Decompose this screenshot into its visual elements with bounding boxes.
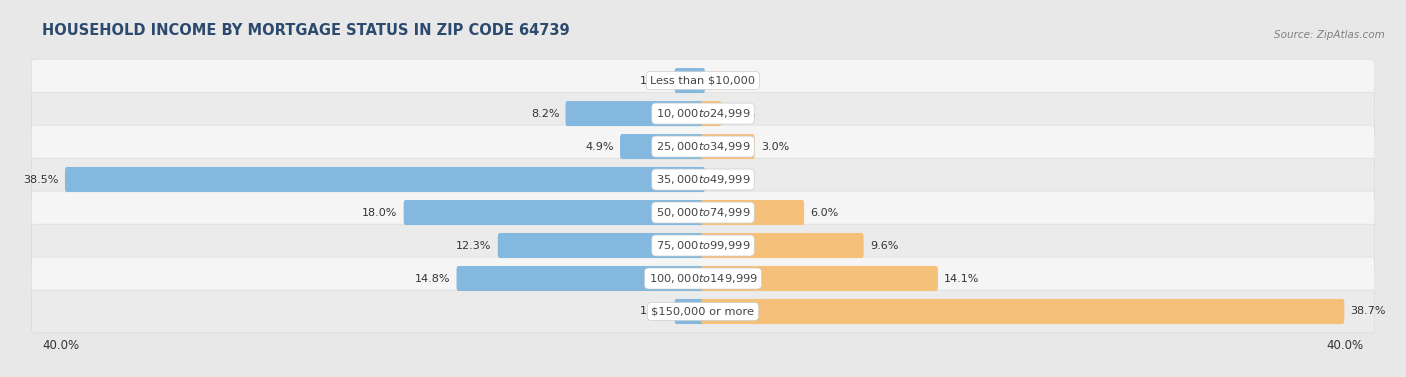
Text: 12.3%: 12.3% — [456, 241, 492, 251]
Text: 38.5%: 38.5% — [24, 175, 59, 185]
FancyBboxPatch shape — [702, 134, 755, 159]
FancyBboxPatch shape — [702, 266, 938, 291]
Text: $10,000 to $24,999: $10,000 to $24,999 — [655, 107, 751, 120]
FancyBboxPatch shape — [31, 224, 1375, 267]
FancyBboxPatch shape — [675, 299, 704, 324]
FancyBboxPatch shape — [702, 101, 721, 126]
FancyBboxPatch shape — [31, 92, 1375, 135]
FancyBboxPatch shape — [31, 158, 1375, 201]
Text: 14.1%: 14.1% — [945, 273, 980, 284]
Text: 1.0%: 1.0% — [728, 109, 756, 119]
Text: 3.0%: 3.0% — [761, 141, 789, 152]
Text: Less than $10,000: Less than $10,000 — [651, 75, 755, 86]
FancyBboxPatch shape — [31, 191, 1375, 234]
FancyBboxPatch shape — [457, 266, 704, 291]
FancyBboxPatch shape — [31, 290, 1375, 333]
Text: 14.8%: 14.8% — [415, 273, 450, 284]
Text: Source: ZipAtlas.com: Source: ZipAtlas.com — [1274, 30, 1385, 40]
Text: $100,000 to $149,999: $100,000 to $149,999 — [648, 272, 758, 285]
Text: HOUSEHOLD INCOME BY MORTGAGE STATUS IN ZIP CODE 64739: HOUSEHOLD INCOME BY MORTGAGE STATUS IN Z… — [42, 23, 569, 38]
FancyBboxPatch shape — [702, 200, 804, 225]
FancyBboxPatch shape — [31, 125, 1375, 168]
Text: $75,000 to $99,999: $75,000 to $99,999 — [655, 239, 751, 252]
Text: 8.2%: 8.2% — [531, 109, 560, 119]
Text: 38.7%: 38.7% — [1351, 307, 1386, 317]
Text: $35,000 to $49,999: $35,000 to $49,999 — [655, 173, 751, 186]
Text: $150,000 or more: $150,000 or more — [651, 307, 755, 317]
Text: $50,000 to $74,999: $50,000 to $74,999 — [655, 206, 751, 219]
FancyBboxPatch shape — [31, 257, 1375, 300]
FancyBboxPatch shape — [702, 233, 863, 258]
FancyBboxPatch shape — [65, 167, 704, 192]
Text: 40.0%: 40.0% — [42, 339, 79, 352]
Text: 4.9%: 4.9% — [585, 141, 614, 152]
FancyBboxPatch shape — [498, 233, 704, 258]
FancyBboxPatch shape — [675, 68, 704, 93]
Text: 40.0%: 40.0% — [1327, 339, 1364, 352]
FancyBboxPatch shape — [565, 101, 704, 126]
FancyBboxPatch shape — [404, 200, 704, 225]
Text: 1.6%: 1.6% — [640, 307, 668, 317]
FancyBboxPatch shape — [31, 59, 1375, 102]
Text: 1.6%: 1.6% — [640, 75, 668, 86]
FancyBboxPatch shape — [702, 299, 1344, 324]
Text: 6.0%: 6.0% — [810, 207, 838, 218]
Text: 18.0%: 18.0% — [361, 207, 398, 218]
FancyBboxPatch shape — [620, 134, 704, 159]
Text: 9.6%: 9.6% — [870, 241, 898, 251]
Text: $25,000 to $34,999: $25,000 to $34,999 — [655, 140, 751, 153]
